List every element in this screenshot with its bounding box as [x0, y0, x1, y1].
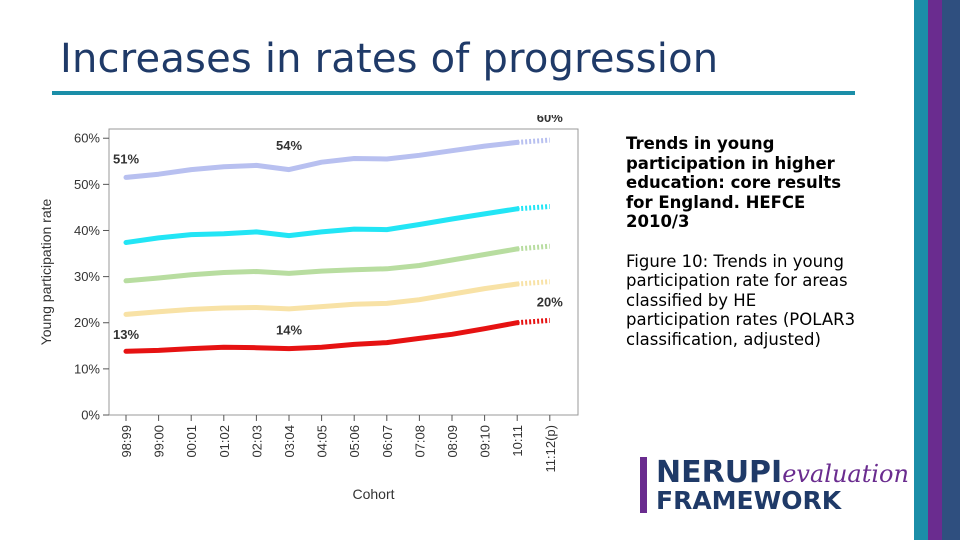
logo-line-1: NERUPIevaluation [656, 455, 909, 490]
x-tick-label: 04:05 [315, 425, 330, 458]
series-line-0 [123, 139, 520, 180]
data-label: 51% [113, 152, 139, 167]
y-tick-label: 50% [74, 177, 100, 192]
x-tick-label: 02:03 [249, 425, 264, 458]
x-tick-label: 00:01 [184, 425, 199, 458]
y-tick-label: 20% [74, 315, 100, 330]
x-tick-label: 03:04 [282, 425, 297, 458]
logo-bar [640, 457, 647, 513]
series-projection-2 [516, 243, 551, 252]
participation-chart: 0% 10% 20% 30% 40% 50% 60% 98:99 99:00 00:01 01:02… [30, 110, 590, 510]
x-axis-label: Cohort [352, 486, 394, 502]
y-tick-label: 60% [74, 131, 100, 146]
y-axis-label: Young participation rate [38, 198, 54, 345]
data-label: 13% [113, 327, 139, 342]
y-tick-label: 30% [74, 269, 100, 284]
series-projection-0 [517, 137, 550, 145]
series-line-4 [123, 320, 520, 354]
title-underline [52, 91, 855, 95]
y-tick-label: 0% [81, 408, 100, 423]
data-label: 54% [276, 138, 302, 153]
logo-framework: FRAMEWORK [656, 486, 842, 515]
stripe-teal [914, 0, 928, 540]
x-tick-label: 08:09 [445, 425, 460, 458]
slide-title: Increases in rates of progression [60, 36, 719, 82]
data-label: 14% [276, 322, 302, 337]
x-tick-label: 07:08 [412, 425, 427, 458]
line-chart-svg: 0% 10% 20% 30% 40% 50% 60% 98:99 99:00 00:01 01:02… [38, 110, 579, 502]
series-projection-1 [517, 204, 550, 212]
x-tick-label: 11:12(p) [543, 425, 558, 472]
x-tick-label: 10:11 [510, 425, 525, 457]
citation-text: Trends in young participation in higher … [626, 134, 842, 231]
stripe-navy [942, 0, 960, 540]
series-line-2 [123, 246, 520, 284]
logo-nerupi: NERUPI [656, 455, 783, 490]
series-projection-3 [517, 279, 550, 287]
y-tick-label: 10% [74, 361, 100, 376]
x-tick-label: 05:06 [347, 425, 362, 458]
nerupi-logo: NERUPIevaluation FRAMEWORK [640, 455, 909, 515]
x-tick-label: 98:99 [119, 425, 134, 458]
stripe-purple [928, 0, 942, 540]
data-label: 20% [537, 295, 563, 310]
figure-caption: Figure 10: Trends in young participation… [626, 251, 856, 349]
series-line-1 [123, 206, 520, 245]
series-line-3 [123, 281, 520, 317]
x-tick-label: 99:00 [152, 425, 167, 458]
logo-evaluation: evaluation [782, 460, 909, 488]
data-label: 60% [537, 115, 563, 125]
x-tick-label: 09:10 [478, 425, 493, 458]
x-tick-label: 06:07 [380, 425, 395, 458]
series-projection-4 [517, 317, 550, 326]
y-tick-label: 40% [74, 223, 100, 238]
decorative-stripes [914, 0, 960, 540]
x-tick-label: 01:02 [217, 425, 232, 458]
side-text: Trends in young participation in higher … [626, 134, 856, 349]
